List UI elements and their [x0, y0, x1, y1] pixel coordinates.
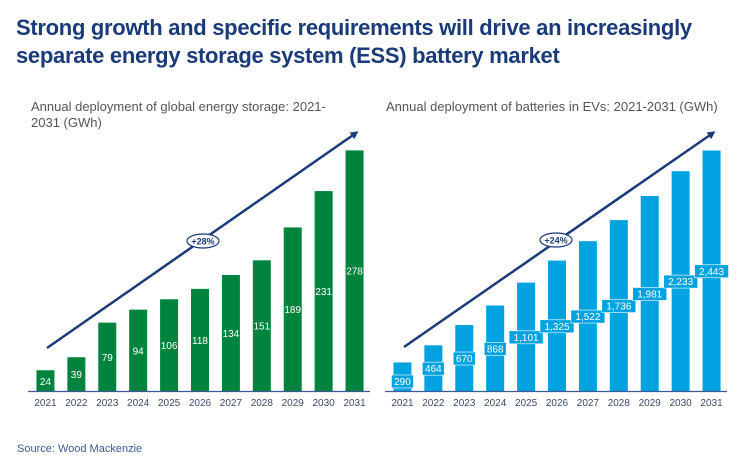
ess-tick-label-2023: 2023 — [96, 398, 119, 409]
ev-value-label-box — [601, 299, 637, 313]
ess-value-label-2021: 24 — [40, 377, 52, 388]
ev-value-label-2021: 290 — [394, 377, 411, 388]
ess-chart: 24 2021 39 2022 79 2023 94 2024 106 2025 118 2026 13… — [28, 131, 370, 409]
ev-value-label-box — [539, 319, 575, 334]
ess-bar-2023 — [98, 322, 117, 391]
ess-bar-2022 — [67, 357, 86, 391]
ess-value-label-2026: 118 — [192, 336, 208, 347]
ev-tick-label-2022: 2022 — [422, 398, 445, 409]
ev-tick-label-2027: 2027 — [577, 398, 600, 409]
ev-tick-label-2024: 2024 — [484, 398, 507, 409]
ess-bar-2028 — [252, 260, 271, 391]
ess-tick-label-2029: 2029 — [282, 398, 305, 409]
ev-value-label-box — [452, 351, 476, 366]
ess-bar-2027 — [221, 275, 240, 391]
ess-bar-2025 — [160, 299, 179, 391]
ev-value-label-2026: 1,325 — [544, 322, 569, 333]
ess-value-label-2027: 134 — [223, 329, 240, 340]
ev-value-label-box — [663, 274, 698, 289]
ev-value-label-box — [483, 341, 507, 356]
ev-value-label-2030: 2,233 — [668, 277, 693, 288]
ev-value-label-2031: 2,443 — [699, 267, 724, 278]
page-title: Strong growth and specific requirements … — [16, 15, 692, 68]
ess-tick-label-2022: 2022 — [65, 398, 88, 409]
ev-value-label-2024: 868 — [487, 344, 504, 355]
ev-value-label-2022: 464 — [425, 364, 442, 375]
ess-value-label-2022: 39 — [71, 370, 83, 381]
ess-tick-label-2028: 2028 — [251, 398, 274, 409]
ev-value-label-box — [508, 330, 544, 345]
ev-value-label-box — [422, 361, 445, 376]
ev-value-label-box — [694, 264, 729, 279]
ev-growth-badge-label: +24% — [544, 236, 567, 246]
ess-value-label-2024: 94 — [133, 346, 145, 357]
ess-value-label-2023: 79 — [102, 353, 114, 364]
chart-title-ev: Annual deployment of batteries in EVs: 2… — [386, 99, 718, 114]
ev-tick-label-2026: 2026 — [546, 398, 569, 409]
ess-tick-label-2026: 2026 — [189, 398, 212, 409]
ess-value-label-2025: 106 — [161, 341, 178, 352]
ess-bar-2026 — [191, 288, 209, 391]
ess-bar-2021 — [36, 370, 55, 391]
ess-tick-label-2027: 2027 — [220, 398, 243, 409]
source-note: Source: Wood Mackenzie — [17, 443, 143, 455]
ess-value-label-2031: 278 — [346, 267, 363, 278]
ev-value-label-box — [391, 374, 414, 389]
ess-growth-badge-label: +28% — [191, 237, 214, 247]
ess-tick-label-2025: 2025 — [158, 398, 181, 409]
ess-tick-label-2024: 2024 — [127, 398, 150, 409]
ess-tick-label-2021: 2021 — [34, 398, 57, 409]
ess-bar-2031 — [345, 150, 364, 391]
ev-value-label-box — [570, 309, 606, 324]
chart-title-ess: Annual deployment of global energy stora… — [31, 99, 326, 130]
ev-tick-label-2031: 2031 — [700, 398, 723, 409]
ev-tick-label-2021: 2021 — [391, 398, 414, 409]
ess-tick-label-2031: 2031 — [343, 398, 366, 409]
ev-tick-label-2023: 2023 — [453, 398, 476, 409]
ev-value-label-2025: 1,101 — [514, 333, 539, 344]
ess-value-label-2029: 189 — [284, 305, 301, 316]
ev-value-label-2023: 670 — [456, 354, 473, 365]
ess-tick-label-2030: 2030 — [313, 398, 336, 409]
ev-tick-label-2029: 2029 — [639, 398, 662, 409]
ev-growth-badge — [539, 232, 573, 248]
ess-bar-2024 — [129, 309, 148, 391]
ev-value-label-box — [632, 287, 668, 301]
ev-chart: 290 2021 464 2022 670 2023 868 2024 1,101 2025 1,3… — [385, 131, 729, 409]
ess-bar-2030 — [314, 191, 333, 391]
ev-value-label-2028: 1,736 — [606, 302, 631, 313]
ev-tick-label-2025: 2025 — [515, 398, 538, 409]
ess-bar-2029 — [283, 227, 302, 391]
ev-value-label-2029: 1,981 — [637, 290, 662, 301]
ev-value-label-2027: 1,522 — [575, 312, 600, 323]
ev-tick-label-2028: 2028 — [608, 398, 631, 409]
ess-growth-badge — [186, 233, 220, 249]
ess-value-label-2028: 151 — [253, 322, 270, 333]
ev-tick-label-2030: 2030 — [670, 398, 693, 409]
ess-value-label-2030: 231 — [315, 287, 332, 298]
